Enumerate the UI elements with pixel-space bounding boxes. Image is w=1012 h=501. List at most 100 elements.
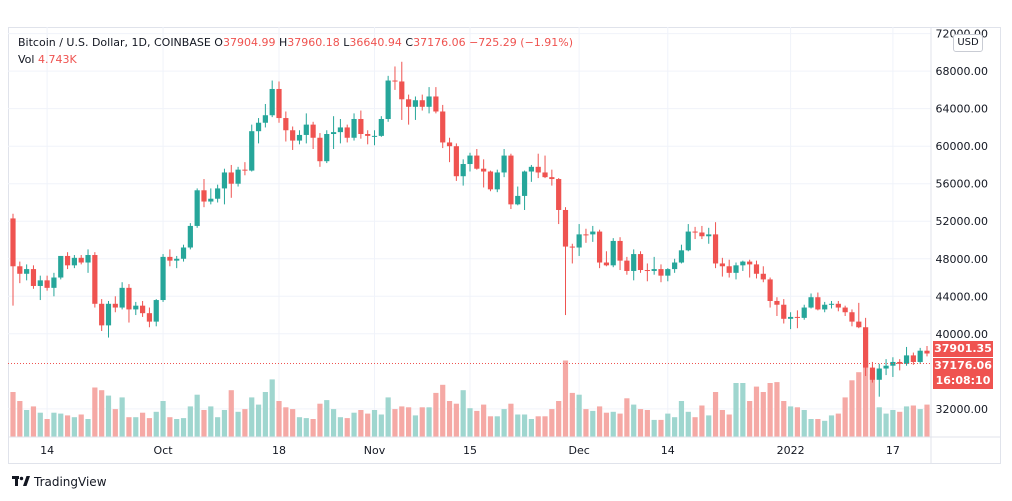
candle-body [883,365,889,369]
volume-bar [221,410,228,437]
volume-bar [228,390,234,437]
volume-bar [624,398,630,437]
volume-bar [631,404,637,437]
volume-bar [835,413,841,437]
volume-bar [317,403,323,437]
candle-body [208,198,214,202]
volume-bar [365,413,371,437]
volume-bar [869,374,876,437]
candlestick-chart[interactable]: 72000.0068000.0064000.0060000.0056000.00… [8,27,1001,464]
volume-bar [310,419,316,437]
volume-bar [747,401,753,437]
candle-body [910,355,916,362]
candle-body [740,261,746,266]
volume-bar [201,410,207,437]
volume-bar [133,417,139,437]
candle-body [337,127,344,133]
candle-body [637,254,644,271]
legend-high-label: H [278,36,288,49]
legend-row-ohlc: Bitcoin / U.S. Dollar, 1D, COINBASE O379… [18,34,573,51]
volume-bar [767,383,773,437]
candle-body [290,130,296,141]
volume-bar [910,405,916,437]
candle-body [903,355,910,364]
candle-body [726,266,732,273]
candle-body [712,234,719,264]
candle-body [44,280,50,288]
volume-bar [678,401,685,437]
volume-bar [515,414,521,437]
candle-body [399,81,405,100]
y-tick-label: 64000.00 [936,103,989,116]
candle-body [92,255,98,304]
volume-bar [44,419,50,437]
candle-body [174,258,180,261]
candle-body [365,134,371,136]
legend-vol: 4.743K [37,53,77,66]
volume-bar [290,409,296,437]
candle-body [146,313,153,322]
y-tick-label: 44000.00 [936,290,989,303]
volume-bar [528,419,534,437]
footer: TradingView [12,474,107,490]
candle-body [358,118,364,135]
legend-change: −725.29 (−1.91%) [469,36,574,49]
y-tick-label: 56000.00 [936,178,989,191]
volume-bar [276,401,282,437]
candle-body [842,307,848,313]
candle-body [542,172,548,178]
volume-bar [112,409,118,437]
volume-bar [603,412,610,437]
candle-body [590,231,596,235]
volume-bar [194,394,200,437]
volume-bar [71,417,77,437]
candle-body [481,168,487,172]
volume-bar [474,410,480,437]
currency-button[interactable]: USD [953,34,983,52]
volume-bar [119,397,125,437]
volume-bar [808,419,814,437]
candle-body [262,115,268,123]
volume-bar [174,419,180,437]
candle-body [392,80,398,82]
last-price-tag: 37901.35 [933,341,993,357]
candle-body [17,266,23,274]
volume-bar [542,416,548,437]
volume-bar [883,413,889,437]
volume-bar [371,410,378,437]
candle-body [139,305,146,314]
legend-vol-label: Vol [18,53,35,66]
volume-bar [433,392,439,437]
volume-bar [562,360,569,437]
volume-bar [24,410,30,437]
tradingview-logo-icon[interactable] [12,474,30,490]
volume-bar [706,415,712,437]
candle-body [747,261,753,265]
legend-symbol: Bitcoin / U.S. Dollar, 1D, COINBASE [18,36,211,49]
volume-bar [576,394,582,437]
candle-body [467,155,473,165]
volume-bar [17,401,23,437]
candle-body [126,287,132,310]
volume-bar [794,407,801,437]
x-tick-label: 14 [40,444,54,457]
volume-bar [453,403,459,437]
candle-body [596,231,603,263]
y-tick-label: 60000.00 [936,140,989,153]
x-tick-label: 14 [661,444,675,457]
candle-body [317,137,323,162]
candle-body [255,122,262,132]
volume-bar [160,401,166,437]
volume-bar [712,392,719,437]
legend-row-volume: Vol 4.743K [18,51,573,68]
volume-bar [924,404,930,437]
volume-bar [10,392,16,437]
volume-bar [501,409,507,437]
volume-bar [283,407,289,437]
legend-close: 37176.06 [413,36,466,49]
volume-bar [249,397,255,437]
candle-body [890,361,896,366]
candle-body [787,316,794,319]
footer-brand[interactable]: TradingView [34,475,107,489]
candle-body [187,225,193,248]
